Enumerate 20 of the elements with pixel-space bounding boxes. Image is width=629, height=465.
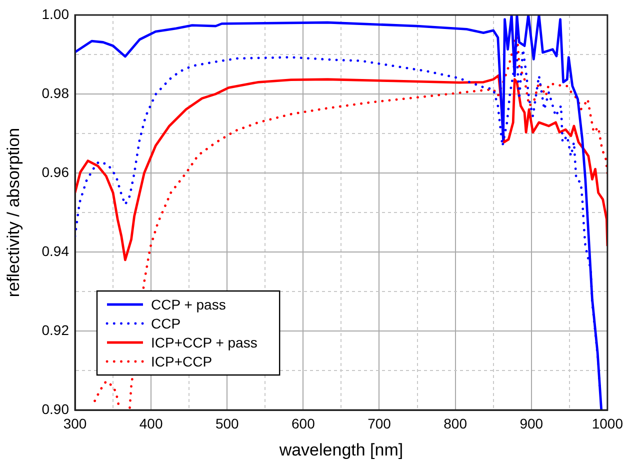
y-tick-label: 0.96 — [42, 164, 70, 180]
legend-label: CCP — [151, 315, 181, 332]
x-axis-title: wavelength [nm] — [278, 440, 404, 460]
y-tick-label: 0.98 — [42, 84, 70, 101]
legend-label: ICP+CCP — [151, 353, 212, 370]
x-tick-label: 1000 — [592, 415, 624, 432]
legend-label: ICP+CCP + pass — [151, 334, 258, 350]
y-tick-label: 0.90 — [42, 400, 70, 417]
y-axis-title: reflectivity / absorption — [4, 128, 23, 298]
legend-label: CCP + pass — [151, 296, 226, 312]
x-tick-label: 600 — [292, 415, 316, 432]
x-tick-label: 800 — [444, 415, 468, 432]
x-tick-label: 900 — [520, 415, 544, 432]
x-tick-label: 300 — [63, 415, 87, 432]
y-tick-label: 1.00 — [42, 6, 70, 22]
x-tick-label: 500 — [215, 415, 240, 432]
y-tick-label: 0.94 — [42, 242, 70, 259]
x-tick-label: 400 — [139, 415, 163, 432]
y-tick-label: 0.92 — [42, 322, 70, 338]
x-tick-label: 700 — [368, 415, 392, 432]
